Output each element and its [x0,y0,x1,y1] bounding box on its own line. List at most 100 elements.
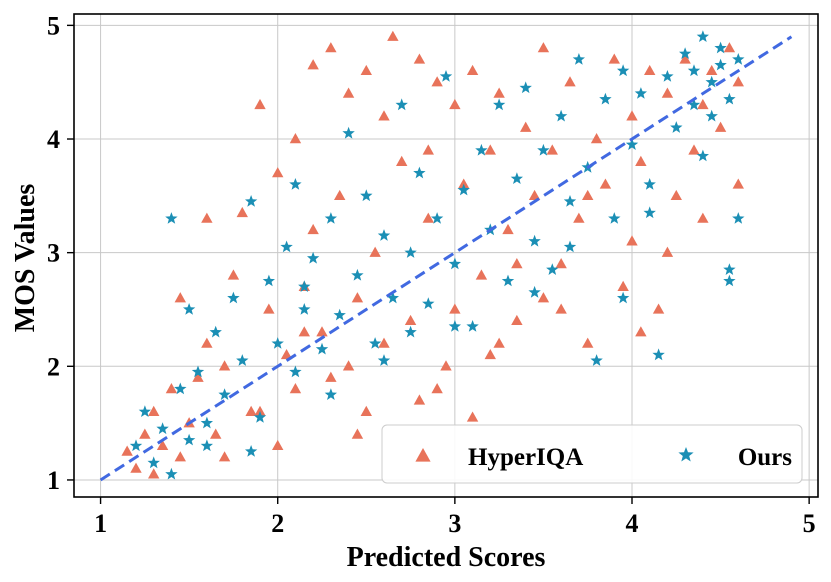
ours-point [661,70,674,82]
hyperiqa-point [697,212,709,223]
ours-point [617,291,630,304]
hyperiqa-point [688,144,700,155]
ours-point [227,291,240,304]
hyperiqa-point [360,64,372,76]
y-tick-label: 2 [47,352,60,381]
x-tick-label: 2 [271,509,284,538]
ours-point [245,195,258,207]
legend-marker-hyperiqa [415,448,431,462]
hyperiqa-point [661,87,674,98]
ours-point [129,439,143,452]
hyperiqa-point [218,360,231,371]
hyperiqa-point [440,360,452,371]
hyperiqa-point [342,87,355,98]
ours-point [404,246,417,258]
ours-point [315,342,329,355]
ours-point [555,109,568,122]
hyperiqa-point [546,144,558,155]
hyperiqa-point [679,53,691,64]
ours-point [546,263,559,275]
hyperiqa-point [626,235,638,246]
ours-point [183,433,196,446]
ours-point [643,206,656,219]
hyperiqa-point [201,337,213,348]
ours-point [377,229,391,241]
ours-point [280,240,293,253]
ours-point [342,126,355,139]
hyperiqa-point [422,144,434,155]
ours-point [705,75,718,88]
hyperiqa-point [484,348,496,360]
ours-point [457,183,470,196]
hyperiqa-point [652,303,665,314]
hyperiqa-point [254,405,266,416]
ours-point [679,47,692,59]
y-tick-label: 5 [47,11,60,40]
y-axis-label: MOS Values [10,184,41,333]
hyperiqa-point [458,178,470,189]
hyperiqa-point [511,258,523,269]
series-ours [129,30,745,480]
ours-point [537,143,550,156]
ours-point [590,354,603,366]
hyperiqa-point [174,451,186,462]
ours-point [732,53,745,65]
ours-point [324,388,337,400]
hyperiqa-point [378,337,390,348]
hyperiqa-point [670,189,682,201]
hyperiqa-point [493,337,505,348]
hyperiqa-point [635,326,647,337]
ours-point [608,212,621,224]
hyperiqa-point [272,167,284,178]
ours-point [395,98,408,111]
ours-point [138,405,151,417]
ours-point [289,178,302,190]
data-points [121,30,745,480]
triangle-icon [415,448,431,462]
hyperiqa-point [502,223,514,235]
hyperiqa-point [254,98,266,110]
hyperiqa-point [289,383,302,394]
ours-point [209,325,222,338]
ours-point [165,212,178,224]
ours-point [528,234,541,247]
ours-point [156,422,169,435]
hyperiqa-point [431,76,443,87]
hyperiqa-point [661,246,674,257]
hyperiqa-point [723,42,736,53]
ours-point [333,308,346,321]
hyperiqa-point [192,371,204,382]
hyperiqa-point [449,98,461,110]
hyperiqa-point [351,292,364,303]
ours-point [289,365,302,378]
hyperiqa-point [245,405,257,416]
hyperiqa-point [369,246,381,257]
ours-point [422,297,435,310]
ours-point [386,291,399,304]
hyperiqa-point [466,64,479,76]
hyperiqa-point [218,451,231,462]
ours-point [670,121,683,133]
hyperiqa-point [307,59,319,70]
ours-point [360,189,373,202]
ours-point [448,320,461,332]
ours-point [528,285,541,298]
ours-point [563,240,577,253]
legend-box [381,424,803,484]
hyperiqa-point [148,468,160,479]
ours-point [723,92,736,105]
ours-point [200,439,213,452]
hyperiqa-point [732,178,744,189]
ours-point [165,467,178,480]
hyperiqa-point [307,223,319,235]
x-axis-ticks: 1 2 3 4 5 [94,497,816,538]
hyperiqa-point [706,64,718,76]
hyperiqa-point [387,30,399,41]
y-axis-ticks: 1 2 3 4 5 [47,11,74,495]
ours-point [324,212,337,224]
hyperiqa-point [165,383,178,394]
hyperiqa-point [342,360,355,371]
hyperiqa-point [351,428,364,439]
ours-point [351,268,364,281]
plot-frame [73,13,819,498]
